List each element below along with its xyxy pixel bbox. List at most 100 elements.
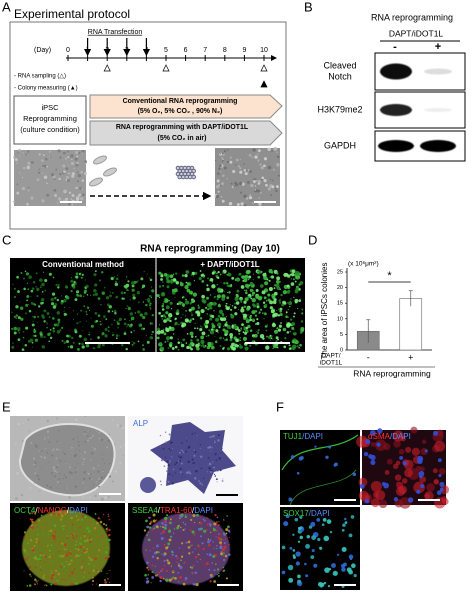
cell <box>196 513 199 517</box>
cell <box>54 194 57 197</box>
cell <box>129 312 133 316</box>
cell <box>222 271 224 274</box>
cell <box>216 568 220 571</box>
cell <box>156 336 160 340</box>
cell <box>217 524 220 527</box>
y-tick-label: 20 <box>337 285 343 291</box>
y-tick-label: 0 <box>340 347 343 353</box>
cell <box>184 579 187 582</box>
cell <box>184 515 187 519</box>
cell <box>142 301 145 303</box>
cell <box>108 555 111 558</box>
cell <box>55 514 58 516</box>
stain-part: DAPI <box>69 506 88 515</box>
cell <box>59 442 61 444</box>
cell <box>190 306 195 311</box>
cell <box>162 526 165 529</box>
cell <box>207 456 210 459</box>
cell <box>76 519 78 522</box>
cell <box>223 552 225 555</box>
cell <box>215 536 217 538</box>
cell <box>185 514 187 516</box>
cell <box>57 197 62 201</box>
cell <box>105 539 107 541</box>
cell <box>230 308 233 311</box>
cell <box>70 154 74 158</box>
cell <box>186 332 189 335</box>
cell <box>72 341 75 344</box>
cell <box>95 483 97 485</box>
cell <box>79 274 82 276</box>
cell <box>56 330 61 334</box>
cell <box>141 287 143 289</box>
cell <box>209 436 212 438</box>
cell <box>239 345 243 349</box>
cell <box>66 535 69 538</box>
cell <box>396 481 401 486</box>
cell <box>31 346 33 348</box>
cell <box>15 305 19 309</box>
stain-part: SOX17 <box>283 509 309 518</box>
cell <box>167 542 171 546</box>
cell <box>289 273 292 276</box>
cell <box>57 572 61 576</box>
cell <box>82 552 84 554</box>
cell <box>101 535 103 537</box>
cell <box>165 480 167 482</box>
cell <box>167 561 171 565</box>
cell <box>190 341 194 346</box>
cell <box>239 158 241 160</box>
cell <box>208 306 213 310</box>
cell <box>24 344 28 347</box>
cell <box>95 480 98 483</box>
cell <box>270 337 273 340</box>
cell <box>145 303 148 307</box>
cell <box>229 156 232 159</box>
cell <box>93 289 97 293</box>
cell <box>200 339 205 345</box>
cell <box>25 326 29 330</box>
cell <box>218 167 221 170</box>
cell <box>56 466 59 469</box>
cell <box>256 318 259 321</box>
cell <box>101 318 103 320</box>
cell <box>180 343 185 348</box>
cell <box>393 440 401 448</box>
cell <box>196 435 198 437</box>
cell <box>119 461 122 464</box>
cell <box>276 163 280 167</box>
cell <box>69 345 74 349</box>
cell <box>286 302 288 304</box>
cell <box>104 327 108 332</box>
cell <box>199 482 202 485</box>
cell <box>185 270 190 274</box>
cell <box>93 474 95 476</box>
cell <box>182 305 185 308</box>
cell <box>424 491 434 501</box>
cell <box>147 574 149 576</box>
cell <box>53 277 55 279</box>
cell <box>161 308 165 311</box>
cell <box>215 459 218 462</box>
cell <box>172 273 175 276</box>
cell <box>317 581 323 587</box>
cell <box>291 326 295 330</box>
cell <box>225 321 228 324</box>
cell <box>276 272 279 275</box>
cell <box>244 274 249 279</box>
cell <box>80 170 84 174</box>
cell <box>67 345 70 348</box>
cell <box>43 271 44 273</box>
cell <box>292 346 296 351</box>
cell <box>153 527 156 530</box>
cell <box>65 476 67 479</box>
cell <box>126 305 128 307</box>
cell <box>160 459 164 462</box>
cell <box>48 442 50 444</box>
cell <box>42 554 45 557</box>
cell <box>149 302 152 305</box>
cell <box>177 341 181 344</box>
cell <box>327 584 331 588</box>
cell <box>122 454 124 457</box>
cell <box>87 472 91 476</box>
